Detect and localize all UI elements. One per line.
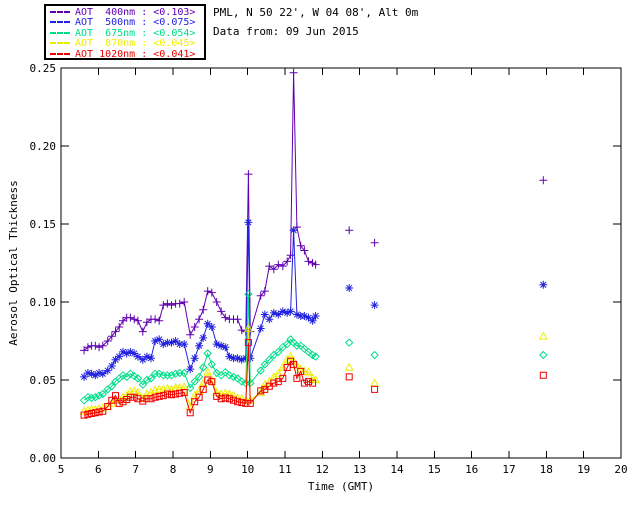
x-tick-label: 14: [390, 463, 404, 476]
legend-label-400nm: AOT 400nm : <0.103>: [75, 7, 196, 18]
series-aot-500nm: [80, 218, 548, 381]
legend-label-870nm: AOT 870nm : <0.045>: [75, 38, 196, 50]
series-markers: [79, 289, 548, 405]
y-tick-label: 0.00: [30, 452, 57, 465]
series-aot-400nm: [80, 68, 548, 355]
legend: AOT 400nm : <0.103> AOT 500nm : <0.075> AO…: [44, 4, 206, 60]
station-location-text: PML, N 50 22', W 04 08', Alt 0m: [213, 6, 419, 19]
x-tick-label: 10: [241, 463, 254, 476]
legend-item-675nm: AOT 675nm : <0.054>: [50, 27, 201, 39]
y-tick-label: 0.25: [30, 62, 57, 75]
x-tick-label: 15: [428, 463, 441, 476]
legend-label-500nm: AOT 500nm : <0.075>: [75, 17, 196, 29]
legend-item-1020nm: AOT 1020nm : <0.041>: [50, 48, 201, 60]
legend-label-675nm: AOT 675nm : <0.054>: [75, 27, 196, 39]
x-tick-label: 16: [465, 463, 478, 476]
legend-line-sample-675nm: [50, 31, 70, 34]
series-markers: [80, 218, 548, 381]
x-tick-label: 8: [170, 463, 177, 476]
legend-line-sample-870nm: [50, 42, 70, 45]
legend-item-870nm: AOT 870nm : <0.045>: [50, 38, 201, 50]
series-markers: [80, 68, 548, 355]
series-aot-675nm: [79, 289, 548, 405]
y-tick-label: 0.20: [30, 140, 57, 153]
data-date-text: Data from: 09 Jun 2015: [213, 25, 359, 38]
y-tick-label: 0.15: [30, 218, 57, 231]
series-markers: [80, 339, 547, 419]
x-tick-label: 11: [278, 463, 291, 476]
x-tick-label: 9: [207, 463, 214, 476]
x-tick-label: 7: [132, 463, 139, 476]
legend-line-sample-500nm: [50, 21, 70, 24]
y-axis-title: Aerosol Optical Thickness: [7, 180, 20, 346]
series-aot-870nm: [79, 323, 548, 415]
x-tick-label: 17: [502, 463, 515, 476]
y-tick-label: 0.05: [30, 374, 57, 387]
x-tick-label: 6: [95, 463, 102, 476]
legend-line-sample-400nm: [50, 11, 70, 13]
legend-item-500nm: AOT 500nm : <0.075>: [50, 18, 201, 28]
x-tick-label: 18: [540, 463, 553, 476]
x-tick-label: 12: [316, 463, 329, 476]
x-tick-label: 13: [353, 463, 366, 476]
legend-item-400nm: AOT 400nm : <0.103>: [50, 7, 201, 18]
x-tick-label: 20: [614, 463, 627, 476]
y-tick-label: 0.10: [30, 296, 57, 309]
series-aot-1020nm: [80, 339, 547, 419]
x-axis-title: Time (GMT): [308, 480, 374, 493]
legend-label-1020nm: AOT 1020nm : <0.041>: [75, 48, 196, 60]
axes: [60, 67, 622, 459]
axis-labels: 5 6 7 8 9 10 11 12 13 14 15 16 17 18 19 20 0.00 0.05 0.10 0…: [7, 62, 628, 493]
legend-line-sample-1020nm: [50, 52, 70, 55]
series-line: [83, 72, 316, 351]
series-markers: [79, 323, 548, 415]
x-tick-label: 19: [577, 463, 590, 476]
x-tick-label: 5: [58, 463, 65, 476]
